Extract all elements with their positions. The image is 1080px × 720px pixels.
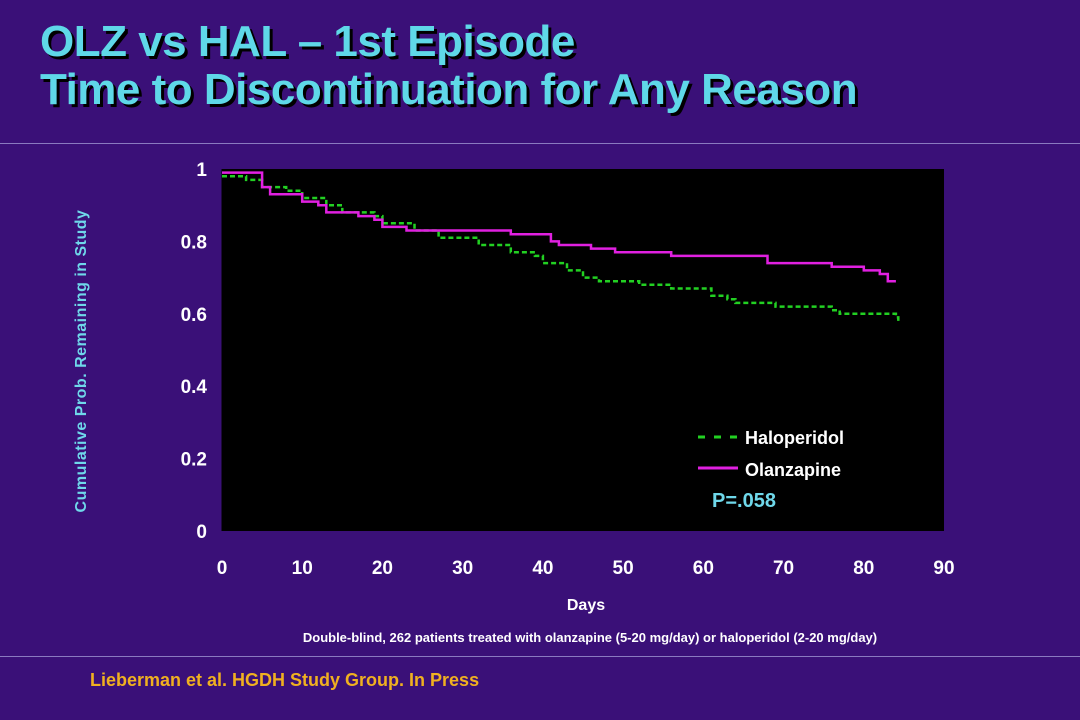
series-line-haloperidol <box>222 174 900 321</box>
title-line-2: Time to Discontinuation for Any Reason <box>40 65 858 114</box>
legend-label-olanzapine: Olanzapine <box>745 460 841 480</box>
x-tick-label: 20 <box>372 558 393 579</box>
y-tick-label: 1 <box>196 160 207 181</box>
x-tick-label: 10 <box>292 558 313 579</box>
x-axis-title: Days <box>567 597 605 614</box>
x-ticks: 0 10 20 30 40 50 60 70 80 90 <box>217 558 955 579</box>
y-axis-title: Cumulative Prob. Remaining in Study <box>73 210 90 513</box>
y-tick-label: 0 <box>196 522 207 543</box>
y-tick-label: 0.2 <box>181 450 207 471</box>
plot-area <box>222 169 944 531</box>
x-tick-label: 0 <box>217 558 228 579</box>
series-line-olanzapine <box>222 171 896 283</box>
divider-bottom <box>0 656 1080 657</box>
x-tick-label: 30 <box>452 558 473 579</box>
x-tick-label: 50 <box>613 558 634 579</box>
legend: Haloperidol Olanzapine <box>698 428 844 480</box>
y-tick-label: 0.8 <box>181 232 207 253</box>
divider-top <box>0 143 1080 144</box>
y-tick-label: 0.6 <box>181 305 207 326</box>
citation: Lieberman et al. HGDH Study Group. In Pr… <box>90 670 480 690</box>
page-title: OLZ vs HAL – 1st Episode Time to Discont… <box>40 17 858 114</box>
title-line-1: OLZ vs HAL – 1st Episode <box>40 17 575 66</box>
p-value: P=.058 <box>712 490 776 512</box>
x-tick-label: 90 <box>933 558 954 579</box>
series-layer <box>222 171 900 321</box>
x-tick-label: 80 <box>853 558 874 579</box>
legend-label-haloperidol: Haloperidol <box>745 428 844 448</box>
footnote: Double-blind, 262 patients treated with … <box>302 630 878 645</box>
y-ticks: 0 0.2 0.4 0.6 0.8 1 <box>181 160 208 543</box>
x-tick-label: 40 <box>532 558 553 579</box>
x-tick-label: 60 <box>693 558 714 579</box>
y-tick-label: 0.4 <box>181 377 208 398</box>
x-tick-label: 70 <box>773 558 794 579</box>
